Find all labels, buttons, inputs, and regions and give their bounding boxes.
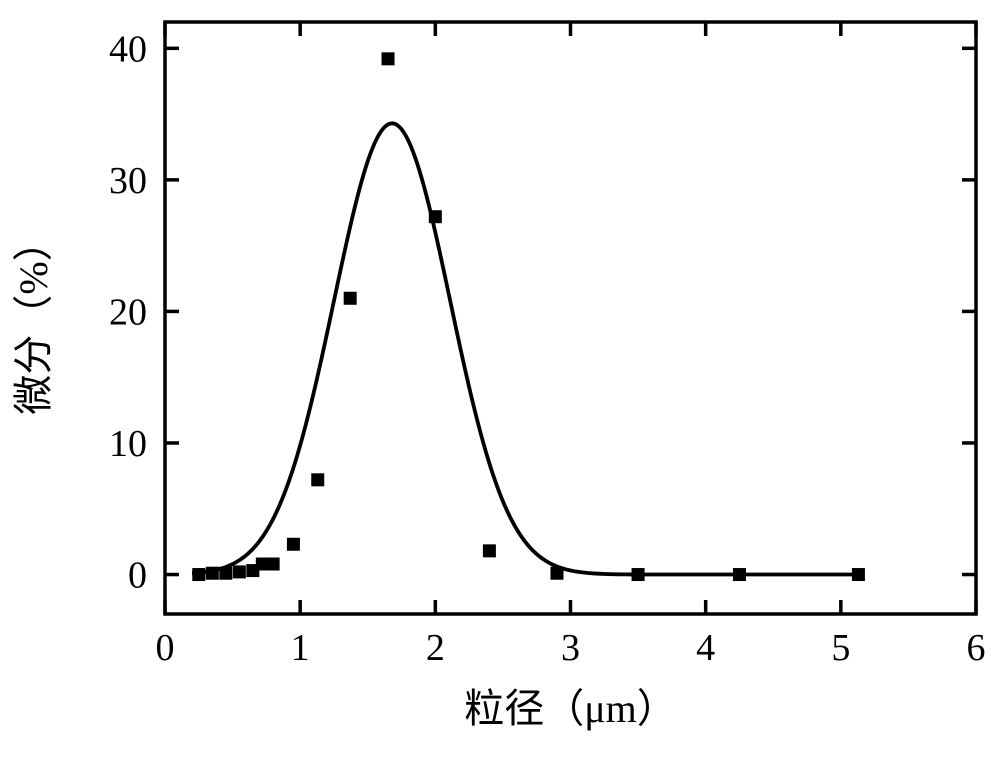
data-point — [632, 568, 645, 581]
data-point — [344, 292, 357, 305]
x-axis-label: 粒径（μm） — [464, 686, 677, 731]
distribution-chart: 0 1 2 3 4 5 6 0 10 20 30 40 粒径（μm） 微分（%） — [0, 0, 1000, 781]
x-tick-label: 5 — [831, 627, 850, 669]
fit-curve — [192, 123, 861, 574]
data-point — [287, 538, 300, 551]
data-point — [192, 568, 205, 581]
y-tick-label: 20 — [109, 291, 147, 333]
data-point — [233, 565, 246, 578]
data-point — [219, 567, 232, 580]
data-point — [206, 567, 219, 580]
x-tick-label: 3 — [561, 627, 580, 669]
data-point — [733, 568, 746, 581]
data-point — [852, 568, 865, 581]
y-tick-label: 0 — [128, 555, 147, 597]
x-tick-label: 4 — [696, 627, 715, 669]
axis-ticks — [165, 22, 976, 614]
data-point — [267, 558, 280, 571]
x-tick-label: 6 — [967, 627, 986, 669]
x-tick-label: 1 — [291, 627, 310, 669]
x-tick-label: 0 — [156, 627, 175, 669]
x-tick-label: 2 — [426, 627, 445, 669]
scatter-series — [192, 52, 865, 581]
data-point — [429, 210, 442, 223]
y-tick-label: 10 — [109, 423, 147, 465]
data-point — [483, 544, 496, 557]
y-axis-label: 微分（%） — [11, 221, 56, 414]
y-tick-label: 30 — [109, 160, 147, 202]
data-point — [311, 473, 324, 486]
y-tick-label: 40 — [109, 28, 147, 70]
data-point — [382, 52, 395, 65]
plot-frame — [165, 22, 976, 614]
chart-container: 0 1 2 3 4 5 6 0 10 20 30 40 粒径（μm） 微分（%） — [0, 0, 1000, 781]
data-point — [550, 567, 563, 580]
